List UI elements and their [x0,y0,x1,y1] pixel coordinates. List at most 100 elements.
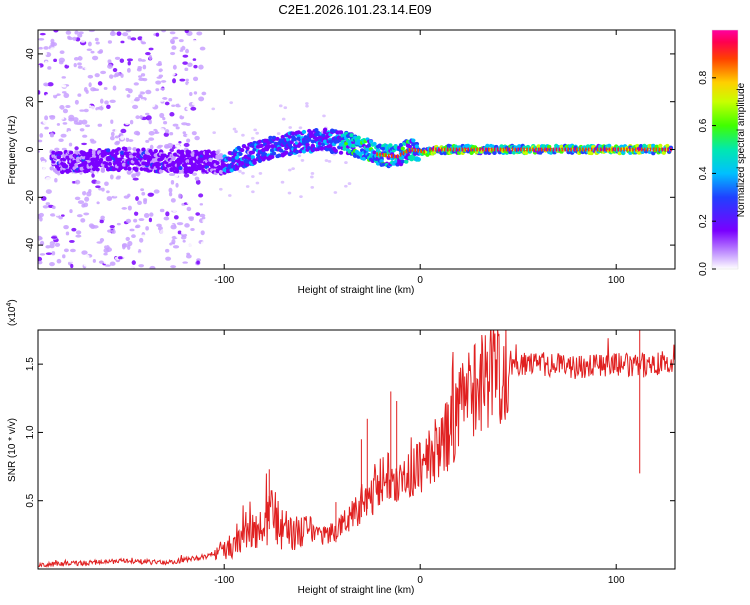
noise-dot [74,146,79,151]
noise-dot [234,130,238,133]
noise-dot [88,30,95,33]
snr-marks [38,330,675,568]
noise-dot [143,212,150,218]
ridge-cell [278,139,284,144]
noise-dot [112,85,117,91]
noise-dot [42,167,46,171]
ridge-cell [665,143,670,148]
noise-dot [182,54,189,58]
noise-dot [95,88,100,92]
noise-dot [38,46,43,50]
noise-dot [120,128,127,134]
noise-dot [135,243,140,248]
ridge-core [646,147,649,152]
ridge-core [432,147,434,152]
noise-dot [85,89,89,94]
noise-dot [163,121,168,125]
ridge-cell [409,157,414,162]
noise-dot [163,216,170,221]
noise-dot [141,41,147,45]
noise-dot [283,106,288,110]
noise-dot [98,197,103,203]
noise-dot [77,200,85,205]
noise-dot [149,265,156,269]
ridge-cell [229,168,234,173]
noise-dot [161,30,167,33]
noise-dot [139,134,144,139]
noise-dot [139,115,143,120]
noise-dot [45,245,51,249]
ridge-cell [105,151,111,156]
ridge-cell [386,155,391,160]
ridge-cell [217,164,222,169]
noise-dot [179,78,186,82]
snr-xtick-label: 0 [417,575,423,586]
noise-dot [160,176,166,181]
noise-dot [202,117,206,123]
ridge-core [446,147,449,152]
noise-dot [68,142,73,147]
noise-dot [192,76,199,82]
noise-dot [211,107,216,111]
noise-dot [251,190,255,194]
noise-dot [98,56,106,60]
noise-dot [127,183,134,189]
noise-dot [344,161,348,164]
noise-dot [75,234,82,238]
noise-dot [185,126,190,132]
noise-dot [198,193,204,198]
noise-dot [102,53,107,57]
noise-dot [140,234,147,238]
ridge-cell [127,166,132,171]
noise-dot [153,72,160,78]
noise-dot [168,97,173,102]
noise-dot [38,256,43,262]
noise-dot [129,119,134,125]
noise-dot [84,196,90,202]
spectrogram-xtick-label: -100 [214,275,234,286]
noise-dot [142,46,147,52]
noise-dot [106,190,110,194]
ridge-cell [84,167,90,172]
noise-dot [97,123,103,127]
noise-dot [228,194,232,197]
noise-dot [77,55,83,61]
noise-dot [193,249,201,254]
ridge-core [440,147,443,152]
noise-dot [119,58,125,63]
noise-dot [47,127,53,133]
noise-dot [188,216,195,220]
noise-dot [172,36,179,40]
ridge-core [667,147,669,152]
ridge-cell [268,135,273,140]
ridge-cell [49,166,54,171]
ridge-core [567,147,569,152]
ridge-cell [100,167,106,172]
noise-dot [70,63,75,67]
noise-dot [53,30,59,33]
ridge-cell [79,166,84,171]
ridge-core [549,147,552,152]
noise-dot [185,122,191,126]
ridge-cell [241,144,247,149]
noise-dot [61,147,67,151]
noise-dot [148,137,155,141]
noise-dot [182,261,188,264]
noise-dot [87,240,92,245]
ridge-cell [536,144,541,149]
noise-dot [45,35,51,41]
ridge-cell [245,146,250,151]
ridge-cell [148,156,153,161]
noise-dot [258,172,263,175]
noise-dot [125,30,132,33]
ridge-cell [379,156,384,161]
ridge-cell [74,162,79,167]
noise-dot [103,248,110,253]
noise-dot [154,230,162,234]
noise-dot [44,60,48,65]
noise-dot [95,180,101,185]
ridge-core [473,147,475,152]
ridge-cell [178,166,183,171]
noise-dot [38,150,41,153]
ridge-cell [407,144,413,149]
